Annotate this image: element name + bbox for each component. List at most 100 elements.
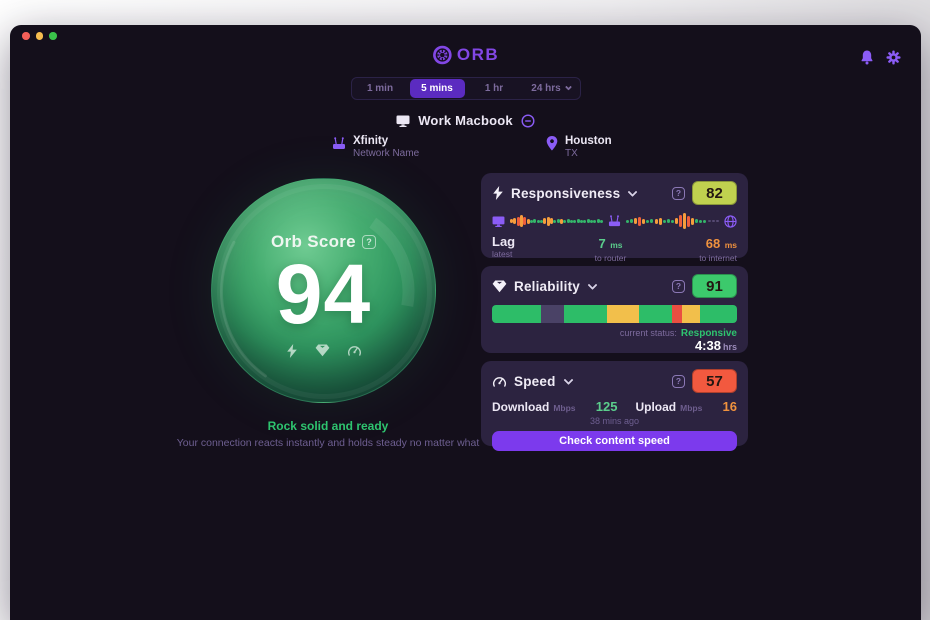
waveform-bar — [516, 216, 520, 226]
duration-unit: hrs — [722, 342, 737, 352]
chevron-down-icon[interactable] — [627, 186, 638, 197]
reliability-segment — [681, 305, 701, 323]
waveform-bar — [569, 219, 573, 223]
tab-label: 1 min — [366, 83, 394, 94]
app-logo: ORB — [432, 45, 499, 65]
close-button[interactable] — [22, 32, 30, 40]
help-icon[interactable]: ? — [361, 235, 376, 249]
orb-score-label: Orb Score — [271, 232, 356, 251]
tab-24hrs[interactable]: 24 hrs — [524, 79, 579, 98]
responsiveness-score-badge: 82 — [692, 181, 737, 205]
waveform-bar — [559, 218, 563, 224]
minimize-button[interactable] — [35, 32, 43, 40]
globe-icon — [724, 214, 737, 228]
responsiveness-card: Responsiveness ? 82 — [481, 173, 748, 263]
network-sublabel: Network Name — [353, 148, 420, 159]
location-region: TX — [565, 148, 578, 159]
waveform-bar — [630, 219, 634, 223]
location-info[interactable]: Houston TX — [546, 135, 612, 160]
waveform-bar — [687, 215, 691, 227]
chevron-down-icon[interactable] — [587, 279, 598, 290]
waveform-bar — [699, 219, 703, 223]
router-latency-sublabel: to router — [594, 253, 627, 263]
chevron-down-icon — [564, 83, 572, 91]
waveform-bar — [593, 219, 597, 223]
lag-label: Lag — [492, 234, 516, 249]
router-icon — [608, 215, 621, 227]
status-label: current status: — [619, 328, 677, 338]
device-row: Work Macbook — [10, 113, 921, 128]
reliability-timeline-bar — [492, 305, 737, 323]
card-title: Reliability — [514, 278, 580, 294]
lag-sublabel: latest — [492, 249, 513, 259]
pause-circle-icon[interactable] — [521, 113, 535, 128]
waveform-bar — [523, 217, 527, 225]
router-latency-unit: ms — [610, 240, 623, 250]
orb-status-title: Rock solid and ready — [267, 419, 389, 433]
monitor-icon — [492, 215, 505, 227]
zoom-button[interactable] — [49, 32, 57, 40]
waveform-bar — [662, 219, 666, 223]
waveform-bar — [634, 218, 638, 224]
waveform-bar — [510, 219, 513, 223]
waveform-to-router — [505, 215, 608, 227]
waveform-bar — [546, 216, 550, 226]
latency-waveform — [492, 208, 737, 234]
settings-gear-icon[interactable] — [886, 50, 901, 65]
network-info[interactable]: Xfinity Network Name — [332, 135, 419, 160]
tab-1hr[interactable]: 1 hr — [467, 79, 522, 98]
waveform-bar — [543, 218, 547, 224]
waveform-bar — [579, 219, 583, 223]
help-icon[interactable]: ? — [672, 374, 685, 388]
speed-updated-timestamp: 38 mins ago — [589, 416, 640, 426]
internet-latency-value: 68 — [705, 236, 721, 251]
reliability-duration: 4:38 hrs — [492, 339, 737, 354]
waveform-bar — [695, 219, 699, 223]
waveform-bar — [650, 219, 654, 223]
reliability-segment — [607, 305, 639, 323]
tab-label: 24 hrs — [531, 83, 561, 94]
waveform-bar — [529, 219, 533, 223]
help-icon[interactable]: ? — [672, 186, 685, 200]
waveform-bar — [674, 218, 678, 224]
speed-card: Speed ? 57 Download Mbps 125 Upload Mbps… — [481, 361, 748, 451]
reliability-status: current status: Responsive — [492, 328, 737, 339]
reliability-card: Reliability ? 91 current status: Responsi… — [481, 266, 748, 353]
device-name: Work Macbook — [418, 113, 513, 128]
speed-values-row: Download Mbps 125 Upload Mbps 16 — [492, 399, 737, 414]
orb-status-subtitle: Your connection reacts instantly and hol… — [176, 437, 480, 449]
waveform-bar — [626, 219, 629, 223]
reliability-segment — [492, 305, 541, 323]
check-content-speed-button[interactable]: Check content speed — [492, 431, 737, 451]
waveform-bar — [691, 217, 695, 225]
diamond-icon — [315, 344, 330, 357]
orb-logo-icon — [432, 45, 452, 65]
waveform-bar — [549, 218, 553, 224]
monitor-icon — [396, 115, 410, 127]
waveform-bar — [573, 219, 577, 223]
location-pin-icon — [546, 136, 558, 151]
waveform-bar — [539, 219, 543, 223]
tab-1min[interactable]: 1 min — [353, 79, 408, 98]
tab-label: 1 hr — [484, 83, 504, 94]
connection-meta-row: Xfinity Network Name Houston TX — [10, 135, 921, 167]
lightning-icon — [492, 186, 504, 200]
card-title: Speed — [514, 373, 556, 389]
waveform-bar — [711, 220, 715, 222]
orb-score-gauge: Orb Score ? 94 — [211, 178, 436, 403]
speedometer-icon — [347, 344, 362, 357]
help-icon[interactable]: ? — [672, 279, 685, 293]
upload-unit: Mbps — [680, 403, 703, 413]
orb-status: Rock solid and ready Your connection rea… — [98, 419, 558, 449]
waveform-bar — [703, 219, 707, 223]
waveform-bar — [642, 218, 646, 224]
waveform-bar — [638, 216, 642, 226]
tab-5mins[interactable]: 5 mins — [409, 79, 465, 98]
waveform-bar — [586, 219, 590, 223]
waveform-bar — [683, 213, 687, 229]
waveform-bar — [553, 219, 557, 223]
orb-score-value: 94 — [275, 247, 372, 341]
chevron-down-icon[interactable] — [563, 374, 573, 385]
notifications-bell-icon[interactable] — [860, 50, 874, 65]
internet-latency-sublabel: to internet — [699, 253, 737, 263]
